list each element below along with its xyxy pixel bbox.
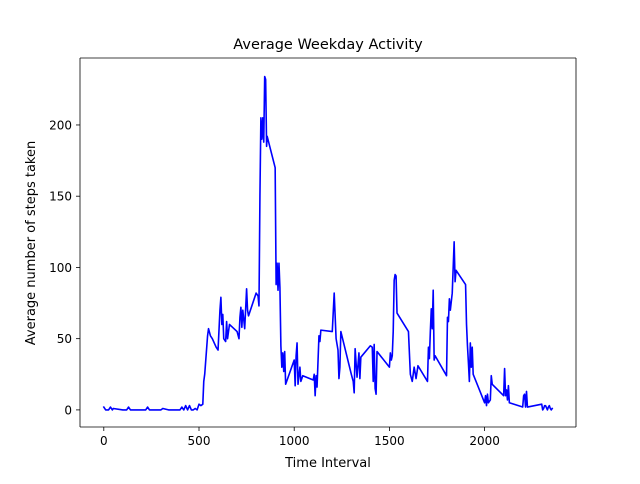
plot-area — [102, 75, 554, 411]
x-tick-label: 0 — [100, 434, 108, 448]
axes: 0 500 1000 1500 2000 0 50 100 150 200 — [49, 57, 577, 448]
x-tick-label: 2000 — [469, 434, 500, 448]
y-tick-label: 0 — [64, 403, 72, 417]
y-tick-label: 200 — [49, 118, 72, 132]
y-tick-label: 100 — [49, 261, 72, 275]
x-tick-label: 1500 — [374, 434, 405, 448]
x-tick-label: 1000 — [279, 434, 310, 448]
y-tick-label: 50 — [57, 332, 72, 346]
x-axis-label: Time Interval — [284, 456, 371, 471]
series-line-0 — [102, 75, 554, 411]
chart-title: Average Weekday Activity — [233, 37, 423, 53]
y-tick-label: 150 — [49, 190, 72, 204]
x-tick-label: 500 — [188, 434, 211, 448]
y-axis-label: Average number of steps taken — [24, 141, 39, 345]
